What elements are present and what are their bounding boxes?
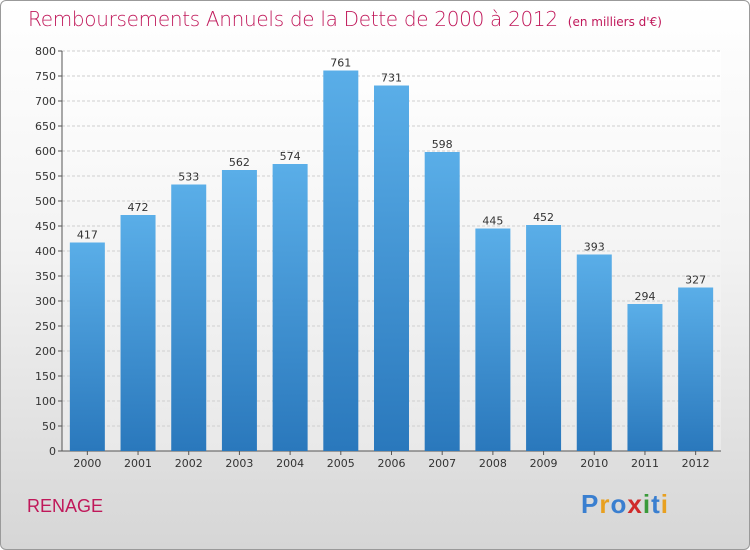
x-tick-label-2011: 2011 bbox=[631, 457, 659, 470]
y-tick-label: 450 bbox=[35, 220, 56, 233]
y-tick-label: 200 bbox=[35, 345, 56, 358]
y-tick-label: 300 bbox=[35, 295, 56, 308]
y-tick-label: 600 bbox=[35, 145, 56, 158]
bar-2009 bbox=[526, 225, 562, 451]
y-tick-label: 700 bbox=[35, 95, 56, 108]
bar-2005 bbox=[323, 70, 359, 451]
bar-2011 bbox=[627, 304, 663, 451]
data-label-2007: 598 bbox=[432, 138, 453, 151]
bar-2010 bbox=[576, 254, 612, 451]
x-tick-label-2005: 2005 bbox=[327, 457, 355, 470]
x-tick-label-2012: 2012 bbox=[682, 457, 710, 470]
bar-2008 bbox=[475, 228, 511, 451]
data-label-2008: 445 bbox=[482, 215, 503, 228]
bar-2000 bbox=[69, 242, 105, 451]
y-tick-label: 500 bbox=[35, 195, 56, 208]
bar-2001 bbox=[120, 215, 156, 451]
chart-title-block: Remboursements Annuels de la Dette de 20… bbox=[28, 7, 662, 31]
bar-2002 bbox=[171, 184, 207, 451]
data-label-2000: 417 bbox=[77, 229, 98, 242]
data-label-2005: 761 bbox=[330, 57, 351, 70]
y-tick-label: 400 bbox=[35, 245, 56, 258]
data-label-2010: 393 bbox=[584, 241, 605, 254]
proxiti-logo: Proxiti bbox=[581, 489, 669, 519]
data-label-2001: 472 bbox=[128, 201, 149, 214]
y-tick-label: 250 bbox=[35, 320, 56, 333]
chart-title: Remboursements Annuels de la Dette de 20… bbox=[28, 7, 558, 31]
x-tick-label-2004: 2004 bbox=[276, 457, 304, 470]
y-tick-label: 150 bbox=[35, 370, 56, 383]
y-tick-label: 0 bbox=[49, 445, 56, 458]
x-tick-label-2001: 2001 bbox=[124, 457, 152, 470]
data-label-2011: 294 bbox=[634, 290, 655, 303]
x-tick-label-2007: 2007 bbox=[428, 457, 456, 470]
x-tick-label-2010: 2010 bbox=[580, 457, 608, 470]
data-label-2002: 533 bbox=[178, 171, 199, 184]
data-label-2003: 562 bbox=[229, 156, 250, 169]
x-tick-label-2000: 2000 bbox=[73, 457, 101, 470]
x-tick-label-2008: 2008 bbox=[479, 457, 507, 470]
x-tick-label-2006: 2006 bbox=[378, 457, 406, 470]
bar-2003 bbox=[221, 170, 257, 451]
y-tick-label: 750 bbox=[35, 70, 56, 83]
y-tick-label: 350 bbox=[35, 270, 56, 283]
data-label-2012: 327 bbox=[685, 274, 706, 287]
x-tick-label-2003: 2003 bbox=[225, 457, 253, 470]
x-tick-label-2009: 2009 bbox=[530, 457, 558, 470]
data-label-2004: 574 bbox=[280, 150, 301, 163]
x-tick-label-2002: 2002 bbox=[175, 457, 203, 470]
y-tick-label: 550 bbox=[35, 170, 56, 183]
commune-name: RENAGE bbox=[27, 496, 104, 516]
y-tick-label: 800 bbox=[35, 45, 56, 58]
y-tick-label: 100 bbox=[35, 395, 56, 408]
bar-2012 bbox=[678, 287, 714, 451]
chart-subtitle: (en milliers d'€) bbox=[567, 15, 662, 29]
bar-2004 bbox=[272, 164, 308, 451]
data-label-2009: 452 bbox=[533, 211, 554, 224]
data-label-2006: 731 bbox=[381, 72, 402, 85]
bar-2007 bbox=[424, 152, 460, 451]
y-tick-label: 650 bbox=[35, 120, 56, 133]
y-tick-label: 50 bbox=[42, 420, 56, 433]
bar-2006 bbox=[374, 85, 409, 451]
